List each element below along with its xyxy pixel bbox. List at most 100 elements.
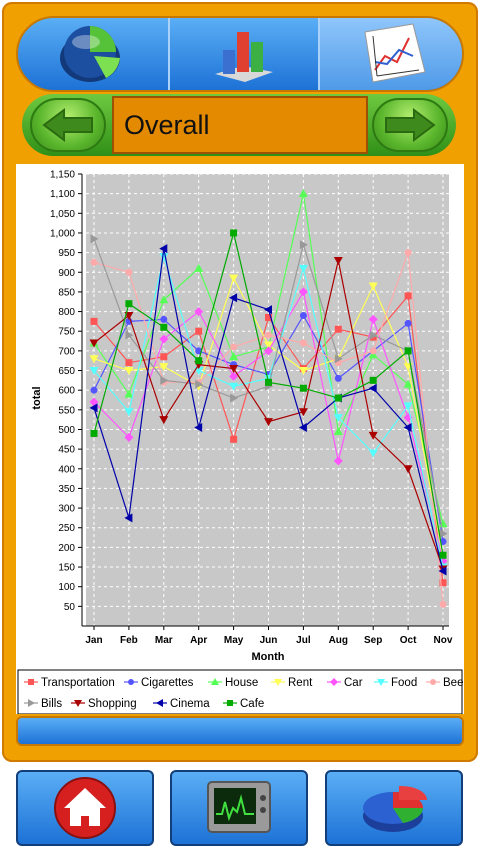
data-point <box>368 431 378 440</box>
legend-item: Cafe <box>223 698 264 710</box>
series-beers <box>90 249 447 608</box>
home-button[interactable] <box>16 770 154 846</box>
monitor-button[interactable] <box>170 770 308 846</box>
data-point <box>369 376 377 384</box>
y-tick-label: 50 <box>64 602 76 613</box>
y-tick-label: 400 <box>58 464 75 475</box>
data-point <box>124 432 134 442</box>
data-point <box>369 347 377 355</box>
x-tick-label: Oct <box>400 635 417 646</box>
y-axis-label: total <box>31 386 43 409</box>
data-point <box>334 374 342 382</box>
legend-marker <box>377 679 385 686</box>
legend-item: Car <box>327 677 363 689</box>
data-point <box>404 347 412 355</box>
plot-background <box>86 174 449 626</box>
y-tick-label: 150 <box>58 563 75 574</box>
y-tick-label: 1,100 <box>50 189 75 200</box>
x-tick-label: May <box>224 635 244 646</box>
data-point <box>299 384 307 392</box>
x-tick-label: Apr <box>190 635 207 646</box>
legend-marker <box>156 699 163 707</box>
data-point <box>333 414 343 423</box>
data-point <box>298 287 308 297</box>
legend-item: Shopping <box>71 698 137 710</box>
legend-marker <box>28 679 34 685</box>
data-point <box>194 307 204 317</box>
data-point <box>403 465 413 474</box>
legend-label: Transportation <box>41 677 115 689</box>
data-point <box>89 339 99 348</box>
data-point <box>265 313 272 321</box>
data-point <box>89 403 98 413</box>
x-axis-label: Month <box>252 651 285 663</box>
tab-bar-chart[interactable] <box>168 18 318 90</box>
data-point <box>124 389 134 398</box>
data-point <box>439 551 447 559</box>
series-transportation <box>90 292 447 587</box>
data-point <box>230 229 238 237</box>
data-point <box>334 354 343 364</box>
view-tab-bar <box>16 16 464 92</box>
x-tick-label: Nov <box>434 635 453 646</box>
data-point <box>125 359 133 367</box>
data-point <box>439 579 447 587</box>
3d-pie-icon <box>363 785 428 832</box>
data-point <box>230 343 238 351</box>
data-point <box>298 189 308 198</box>
series-cafe <box>90 229 447 559</box>
y-tick-label: 1,000 <box>50 228 75 239</box>
data-point <box>299 339 307 347</box>
y-tick-label: 500 <box>58 425 75 436</box>
y-tick-label: 700 <box>58 346 75 357</box>
legend-label: Cafe <box>240 698 264 710</box>
legend-item: Bills <box>24 698 62 710</box>
data-point <box>439 529 448 539</box>
legend-label: Beers <box>443 677 464 689</box>
legend-label: Rent <box>288 677 313 689</box>
legend-item: House <box>208 677 258 689</box>
data-point <box>368 314 378 324</box>
data-point <box>90 386 98 394</box>
legend-item: Cinema <box>153 698 210 710</box>
x-tick-label: Jun <box>260 635 278 646</box>
line-chart-icon <box>364 23 426 83</box>
legend-label: Food <box>391 677 417 689</box>
data-point <box>368 449 378 458</box>
legend-marker <box>211 678 219 685</box>
legend-marker <box>74 700 82 707</box>
data-point <box>403 379 413 388</box>
previous-button[interactable] <box>30 98 106 152</box>
x-tick-label: Aug <box>329 635 348 646</box>
legend-label: House <box>225 677 258 689</box>
data-point <box>230 393 239 403</box>
data-point <box>265 331 272 339</box>
data-point <box>230 435 238 443</box>
data-point <box>265 378 272 386</box>
data-point <box>229 352 239 361</box>
legend-marker <box>128 679 134 685</box>
y-tick-label: 800 <box>58 307 75 318</box>
legend-item: Cigarettes <box>124 677 194 689</box>
data-point <box>368 383 377 393</box>
data-point <box>124 513 133 523</box>
legend-marker <box>430 679 436 685</box>
tab-line-chart[interactable] <box>318 18 462 90</box>
data-point <box>229 371 239 381</box>
legend-item: Transportation <box>24 677 115 689</box>
y-tick-label: 250 <box>58 523 75 534</box>
data-point <box>334 325 342 333</box>
tab-pie-chart[interactable] <box>18 18 166 90</box>
pie-chart-3d-button[interactable] <box>325 770 463 846</box>
y-tick-label: 300 <box>58 504 75 515</box>
data-point <box>160 353 168 361</box>
x-tick-label: Sep <box>364 635 382 646</box>
y-tick-label: 100 <box>58 582 75 593</box>
x-axis-ticks: Jan Feb Mar Apr May Jun Jul Aug Sep Oct Nov <box>85 626 453 646</box>
legend-marker <box>274 679 282 686</box>
series-cinema <box>89 244 447 576</box>
data-point <box>89 355 99 364</box>
next-button[interactable] <box>372 98 448 152</box>
data-point <box>369 330 378 340</box>
period-nav: Overall <box>22 94 456 156</box>
